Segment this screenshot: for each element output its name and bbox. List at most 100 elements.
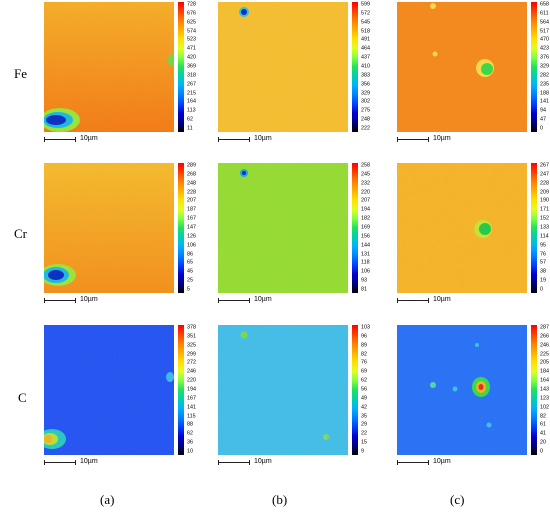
colorbar-tick-label: 302 — [361, 98, 370, 105]
colorbar-tick-label: 247 — [540, 171, 549, 178]
colorbar-tick-label: 94 — [540, 107, 546, 114]
colorbar-tick-label: 82 — [540, 412, 546, 419]
colorbar-tick-label: 106 — [187, 242, 196, 248]
colorbar-tick-label: 228 — [187, 188, 196, 195]
colorbar-tick-label: 86 — [187, 250, 193, 257]
colorbar-tick-label: 65 — [187, 259, 193, 266]
row-label-cr: Cr — [14, 226, 27, 241]
colorbar-tick-label: 171 — [540, 206, 549, 213]
colorbar-tick-label: 611 — [540, 10, 549, 17]
colorbar-tick-label: 282 — [540, 72, 549, 79]
colorbar-tick-label: 228 — [540, 180, 549, 186]
colorbar-tick-label: 245 — [361, 171, 370, 178]
colorbar-tick-label: 209 — [540, 188, 549, 195]
colorbar-tick-label: 96 — [361, 333, 367, 340]
colorbar-tick-label: 205 — [540, 359, 549, 366]
colorbar-tick-label: 378 — [187, 324, 196, 331]
colorbar-tick-label: 246 — [540, 342, 549, 348]
colorbar-tick-label: 147 — [187, 224, 196, 231]
colorbar-tick-label: 464 — [361, 45, 370, 52]
colorbar-tick-label: 423 — [540, 45, 549, 52]
colorbar-tick-label: 152 — [540, 215, 549, 222]
colorbar-tick-label: 169 — [361, 224, 370, 231]
colorbar-tick-label: 141 — [187, 404, 196, 410]
colorbar-tick-label: 187 — [187, 206, 196, 213]
colorbar-tick-label: 369 — [187, 63, 196, 70]
colorbar-tick-label: 267 — [187, 81, 196, 87]
colorbar-tick-label: 22 — [361, 430, 367, 437]
colorbar-cr-b — [352, 163, 358, 293]
colorbar-tick-label: 29 — [361, 421, 367, 428]
colorbar-tick-label: 123 — [540, 395, 549, 402]
colorbar-tick-label: 82 — [361, 350, 367, 357]
colorbar-tick-label: 272 — [187, 359, 196, 366]
map-fe-b — [218, 2, 348, 132]
row-label-c: C — [18, 390, 27, 405]
colorbar-tick-label: 57 — [540, 259, 546, 266]
colorbar-tick-label: 289 — [187, 162, 196, 169]
colorbar-tick-label: 76 — [540, 250, 546, 257]
colorbar-tick-label: 167 — [187, 395, 196, 402]
colorbar-tick-label: 275 — [361, 107, 370, 114]
colorbar-tick-label: 114 — [540, 233, 549, 240]
colorbar-tick-label: 164 — [187, 98, 196, 105]
colorbar-tick-label: 20 — [540, 439, 546, 446]
colorbar-tick-label: 62 — [361, 377, 367, 384]
colorbar-tick-label: 207 — [187, 197, 196, 204]
colorbar-tick-label: 517 — [540, 27, 549, 34]
colorbar-tick-label: 232 — [361, 180, 370, 186]
colorbar-tick-label: 376 — [540, 54, 549, 61]
colorbar-tick-label: 115 — [187, 412, 196, 419]
colorbar-tick-label: 599 — [361, 1, 370, 8]
colorbar-tick-label: 470 — [540, 36, 549, 43]
colorbar-tick-label: 45 — [187, 268, 193, 275]
map-cr-c — [397, 163, 527, 293]
colorbar-tick-label: 356 — [361, 81, 370, 87]
colorbar-tick-label: 220 — [187, 377, 196, 384]
colorbar-tick-label: 545 — [361, 19, 370, 25]
colorbar-tick-label: 143 — [540, 386, 549, 393]
colorbar-tick-label: 42 — [361, 404, 367, 410]
map-cr-a — [44, 163, 174, 293]
colorbar-tick-label: 182 — [361, 215, 370, 222]
colorbar-tick-label: 188 — [540, 89, 549, 96]
colorbar-c-b — [352, 325, 358, 455]
ticks-cr-c: 267 247 228 209 190 171 152 133 114 95 76 57 38 19 0 — [540, 162, 550, 293]
colorbar-tick-label: 248 — [187, 180, 196, 186]
map-c-c — [397, 325, 527, 455]
colorbar-tick-label: 194 — [187, 386, 196, 393]
colorbar-tick-label: 141 — [540, 98, 549, 105]
colorbar-tick-label: 383 — [361, 72, 370, 79]
colorbar-tick-label: 0 — [540, 286, 543, 293]
colorbar-tick-label: 10 — [187, 448, 193, 455]
colorbar-tick-label: 299 — [187, 350, 196, 357]
colorbar-tick-label: 190 — [540, 197, 549, 204]
map-c-a — [44, 325, 174, 455]
colorbar-tick-label: 19 — [540, 277, 546, 284]
colorbar-cr-c — [531, 163, 537, 293]
colorbar-tick-label: 410 — [361, 63, 370, 70]
colorbar-tick-label: 49 — [361, 395, 367, 402]
colorbar-tick-label: 88 — [187, 421, 193, 428]
colorbar-fe-b — [352, 2, 358, 132]
colorbar-tick-label: 36 — [187, 439, 193, 446]
colorbar-tick-label: 164 — [540, 377, 549, 384]
colorbar-tick-label: 56 — [361, 386, 367, 393]
colorbar-tick-label: 207 — [361, 197, 370, 204]
colorbar-tick-label: 5 — [187, 286, 190, 293]
colorbar-tick-label: 61 — [540, 421, 546, 428]
colorbar-c-a — [178, 325, 184, 455]
colorbar-tick-label: 287 — [540, 324, 549, 331]
colorbar-tick-label: 246 — [187, 368, 196, 375]
colorbar-tick-label: 89 — [361, 342, 367, 348]
colorbar-cr-a — [178, 163, 184, 293]
colorbar-tick-label: 93 — [361, 277, 367, 284]
colorbar-tick-label: 62 — [187, 430, 193, 437]
colorbar-tick-label: 156 — [361, 233, 370, 240]
col-label-b: (b) — [272, 492, 288, 507]
col-label-a: (a) — [100, 492, 115, 507]
colorbar-tick-label: 266 — [540, 333, 549, 340]
ticks-c-a: 378 351 325 299 272 246 220 194 167 141 115 88 62 36 1… — [187, 324, 213, 455]
colorbar-tick-label: 38 — [540, 268, 546, 275]
colorbar-tick-label: 318 — [187, 72, 196, 79]
